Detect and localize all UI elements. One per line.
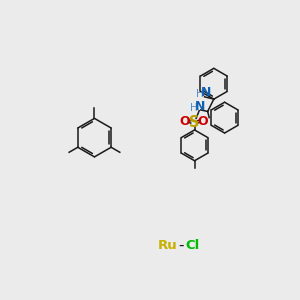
Text: Ru: Ru bbox=[158, 239, 178, 252]
Text: N: N bbox=[195, 100, 205, 112]
Text: -: - bbox=[178, 238, 184, 253]
Text: H: H bbox=[190, 103, 198, 112]
Text: H: H bbox=[196, 89, 204, 99]
Text: S: S bbox=[189, 115, 200, 130]
Text: O: O bbox=[198, 115, 208, 128]
Text: Cl: Cl bbox=[185, 239, 200, 252]
Text: N: N bbox=[201, 86, 211, 99]
Text: O: O bbox=[179, 115, 190, 128]
